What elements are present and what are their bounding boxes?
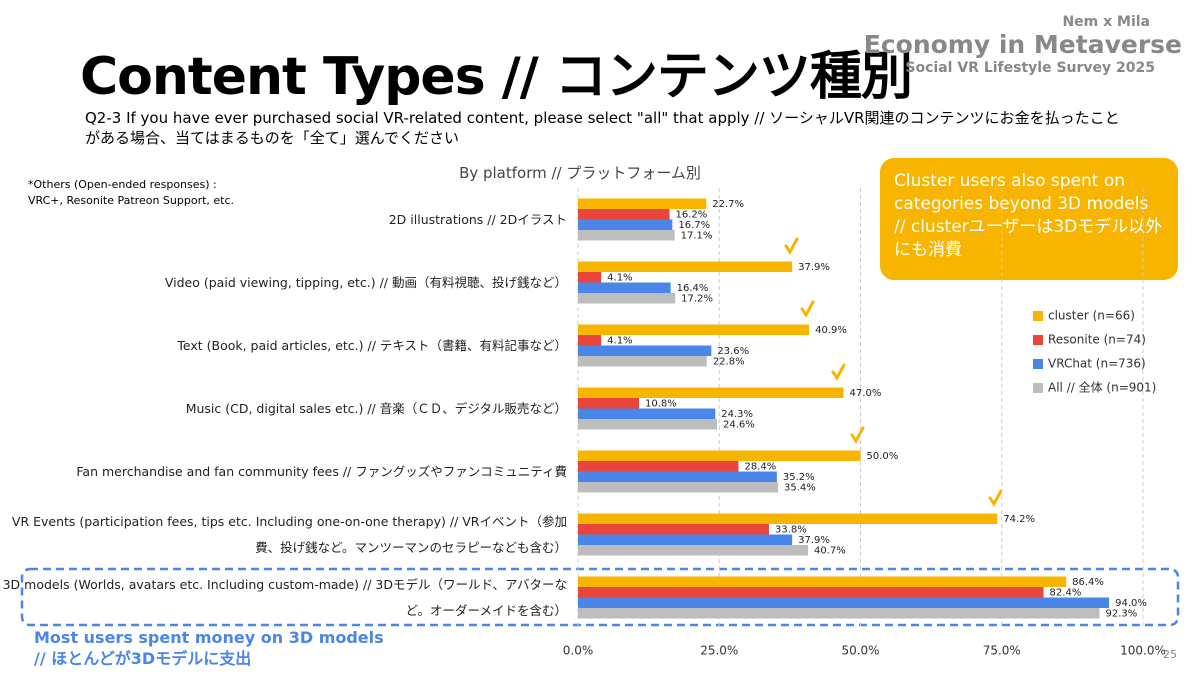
annotation: Most users spent money on 3D models // ほと…: [34, 627, 384, 669]
title: Content Types // コンテンツ種別: [80, 47, 913, 107]
category-label: 3D models (Worlds, avatars etc. Includin…: [2, 576, 567, 618]
value-label: 35.4%: [784, 482, 816, 493]
bar: [578, 356, 707, 367]
value-label: 17.2%: [681, 293, 713, 304]
bar: [578, 534, 793, 545]
bar: [578, 576, 1067, 587]
legend-swatch: [1033, 335, 1043, 345]
bar: [578, 335, 602, 346]
category-label: Fan merchandise and fan community fees /…: [76, 463, 567, 479]
legend-label: cluster (n=66): [1048, 309, 1135, 323]
value-label: 94.0%: [1115, 598, 1147, 609]
value-label: 23.6%: [717, 346, 749, 357]
annotation-line: // ほとんどが3Dモデルに支出: [34, 649, 252, 668]
value-label: 92.3%: [1105, 608, 1137, 619]
brand-name: Economy in Metaverse: [863, 30, 1182, 59]
legend-label: All // 全体 (n=901): [1048, 380, 1156, 395]
value-label: 24.6%: [723, 419, 755, 430]
bar: [578, 524, 769, 535]
bar: [578, 282, 671, 293]
note-line: *Others (Open-ended responses) :: [28, 178, 217, 191]
value-label: 82.4%: [1050, 587, 1082, 598]
x-tick-label: 25.0%: [700, 644, 738, 658]
page-number: 25: [1163, 648, 1177, 661]
legend-swatch: [1033, 311, 1043, 321]
bar: [578, 293, 676, 304]
note-line: VRC+, Resonite Patreon Support, etc.: [28, 194, 235, 207]
value-label: 16.4%: [677, 283, 709, 294]
bar: [578, 230, 675, 241]
value-label: 10.8%: [645, 398, 677, 409]
category-label: Music (CD, digital sales etc.) // 音楽（ＣＤ、…: [185, 400, 567, 416]
legend-swatch: [1033, 359, 1043, 369]
bar: [578, 471, 777, 482]
value-label: 16.2%: [676, 209, 708, 220]
value-label: 86.4%: [1072, 577, 1104, 588]
question: Q2-3 If you have ever purchased social V…: [85, 109, 1120, 147]
value-label: 40.7%: [814, 545, 846, 556]
bar: [578, 324, 810, 335]
x-tick-label: 75.0%: [983, 644, 1021, 658]
bar: [578, 219, 673, 230]
value-label: 40.9%: [815, 325, 847, 336]
legend-label: VRChat (n=736): [1048, 357, 1146, 371]
bar: [578, 345, 712, 356]
value-label: 74.2%: [1003, 514, 1035, 525]
bar: [578, 198, 707, 209]
bar: [578, 408, 716, 419]
legend-label: Resonite (n=74): [1048, 333, 1146, 347]
legend-swatch: [1033, 383, 1043, 393]
brand-top: Nem x Mila: [1062, 14, 1150, 30]
x-tick-label: 0.0%: [563, 644, 594, 658]
bar: [578, 587, 1044, 598]
value-label: 37.9%: [798, 535, 830, 546]
value-label: 17.1%: [681, 230, 713, 241]
value-label: 28.4%: [744, 461, 776, 472]
bar: [578, 209, 670, 220]
chart-subtitle: By platform // プラットフォーム別: [459, 164, 701, 182]
value-label: 37.9%: [798, 262, 830, 273]
bar: [578, 482, 779, 493]
value-label: 47.0%: [850, 388, 882, 399]
bar: [578, 272, 602, 283]
value-label: 16.7%: [678, 220, 710, 231]
value-label: 4.1%: [607, 335, 632, 346]
callout: Cluster users also spent on categories b…: [880, 158, 1178, 280]
category-label: Text (Book, paid articles, etc.) // テキスト…: [177, 337, 567, 353]
brand-survey: Social VR Lifestyle Survey 2025: [905, 60, 1155, 76]
bar: [578, 450, 861, 461]
category-label: VR Events (participation fees, tips etc.…: [11, 513, 567, 555]
value-label: 35.2%: [783, 472, 815, 483]
bar: [578, 261, 793, 272]
value-label: 22.8%: [713, 356, 745, 367]
x-tick-label: 50.0%: [841, 644, 879, 658]
category-label: Video (paid viewing, tipping, etc.) // 動…: [164, 274, 567, 290]
category-label: 2D illustrations // 2Dイラスト: [388, 211, 567, 227]
bar: [578, 398, 640, 409]
x-tick-label: 100.0%: [1120, 644, 1166, 658]
bar: [578, 513, 998, 524]
bar: [578, 387, 844, 398]
bar: [578, 608, 1100, 619]
value-label: 33.8%: [775, 524, 807, 535]
value-label: 50.0%: [867, 451, 899, 462]
bar: [578, 597, 1110, 608]
annotation-line: Most users spent money on 3D models: [34, 628, 384, 647]
value-label: 22.7%: [712, 199, 744, 210]
bar: [578, 419, 717, 430]
note: *Others (Open-ended responses) : VRC+, Re…: [28, 177, 234, 209]
value-label: 24.3%: [721, 409, 753, 420]
bar: [578, 461, 739, 472]
value-label: 4.1%: [607, 272, 632, 283]
bar: [578, 545, 808, 556]
